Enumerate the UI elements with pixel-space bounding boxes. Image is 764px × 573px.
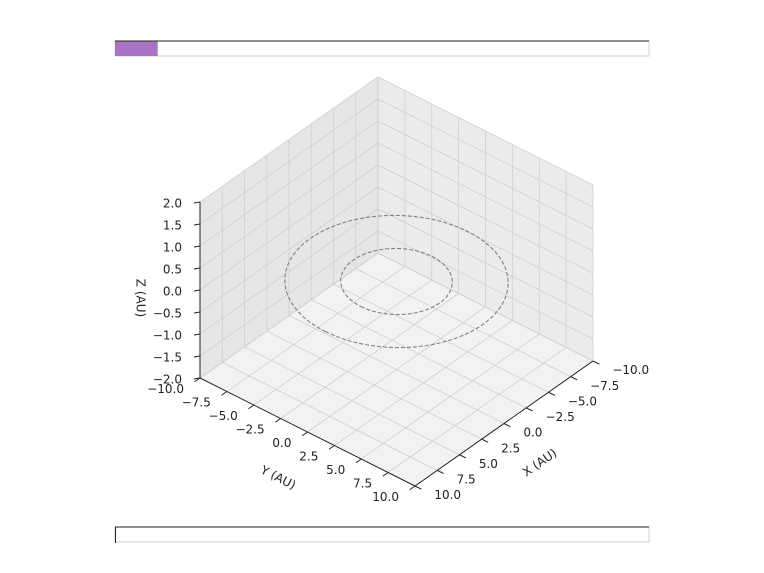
y-axis-label: Y (AU) [257, 462, 298, 492]
z-tick-label: −1.5 [153, 351, 182, 365]
z-tick-label: 0.0 [163, 285, 182, 299]
z-tick-label: 0.5 [163, 263, 182, 277]
grid-line [377, 230, 594, 340]
z-tick-label: 1.0 [163, 241, 182, 255]
tick-mark [409, 485, 416, 491]
x-tick-label: 5.0 [479, 457, 498, 471]
orbit [284, 214, 509, 349]
tick-mark [274, 418, 281, 423]
tick-mark [193, 201, 201, 204]
slider-track [114, 40, 650, 57]
grid-line [377, 98, 594, 208]
grid-line [199, 120, 379, 247]
grid-line [199, 76, 379, 203]
y-tick-label: 2.5 [299, 449, 318, 463]
y-tick-label: −7.5 [182, 395, 211, 409]
grid-line [377, 120, 594, 230]
tick-mark [193, 245, 201, 248]
grid-line [334, 320, 513, 446]
x-tick-label: −10.0 [612, 363, 649, 377]
plot: −10.0−7.5−5.0−2.50.02.55.07.510.0−10.0−7… [114, 40, 650, 543]
x-axis-label: X (AU) [520, 446, 559, 479]
grid-line [377, 186, 594, 296]
grid-line [377, 142, 594, 252]
tick-mark [193, 289, 201, 292]
x-tick-label: 2.5 [501, 441, 520, 455]
grid-line [199, 186, 379, 313]
tick-mark [526, 407, 533, 412]
tick-mark [382, 472, 389, 477]
grid-line [199, 98, 379, 225]
z-tick-label: −1.0 [153, 329, 182, 343]
grid-line [377, 252, 594, 362]
y-tick-label: 5.0 [326, 463, 345, 477]
grid-line [377, 164, 594, 274]
tick-mark [481, 438, 489, 443]
slider-fill [115, 41, 158, 56]
grid-line [361, 333, 540, 460]
z-tick-label: 1.5 [163, 219, 182, 233]
tick-mark [570, 376, 578, 381]
tick-mark [193, 223, 201, 226]
x-tick-label: 0.0 [523, 426, 542, 440]
z-tick-label: −2.0 [153, 373, 182, 387]
tick-mark [503, 423, 511, 428]
tick-mark [328, 445, 335, 450]
tick-mark [414, 485, 422, 490]
tick-mark [248, 404, 255, 410]
grid-line [226, 266, 406, 392]
x-tick-label: −2.5 [546, 410, 575, 424]
y-tick-label: −5.0 [209, 409, 238, 423]
tick-mark [193, 267, 201, 270]
z-tick-label: 2.0 [163, 197, 182, 211]
grid-line [387, 347, 567, 473]
axis-line [199, 377, 416, 487]
slider-track [114, 526, 650, 543]
y-tick-label: 10.0 [372, 490, 399, 504]
grid-line [199, 142, 379, 269]
x-tick-label: 10.0 [434, 488, 461, 502]
grid-line [307, 306, 486, 433]
grid-line [199, 230, 379, 357]
x-tick-label: −7.5 [590, 379, 619, 393]
tick-mark [193, 355, 201, 358]
tick-mark [193, 333, 201, 336]
tick-mark [437, 469, 444, 475]
z-axis-label: Z (AU) [134, 279, 148, 317]
grid-line [280, 293, 459, 419]
tick-mark [548, 391, 556, 396]
tick-mark [193, 377, 201, 380]
z-tick-label: −0.5 [153, 307, 182, 321]
tick-mark [221, 391, 228, 396]
y-tick-label: −2.5 [235, 422, 264, 436]
tick-mark [459, 454, 467, 459]
grid-line [199, 164, 379, 291]
y-tick-label: 7.5 [353, 476, 372, 490]
y-tick-label: −10.0 [147, 382, 184, 396]
grid-line [199, 252, 379, 379]
x-tick-label: −5.0 [568, 394, 597, 408]
orbit [340, 247, 453, 316]
grid-line [377, 208, 594, 318]
tick-mark [592, 360, 600, 365]
tick-mark [301, 431, 308, 437]
tick-mark [355, 458, 362, 464]
grid-line [253, 279, 432, 406]
y-tick-label: 0.0 [272, 436, 291, 450]
grid-line [377, 76, 594, 186]
axis-line [414, 360, 594, 487]
grid-line [199, 208, 379, 335]
tick-mark [193, 311, 201, 314]
x-tick-label: 7.5 [457, 473, 476, 487]
